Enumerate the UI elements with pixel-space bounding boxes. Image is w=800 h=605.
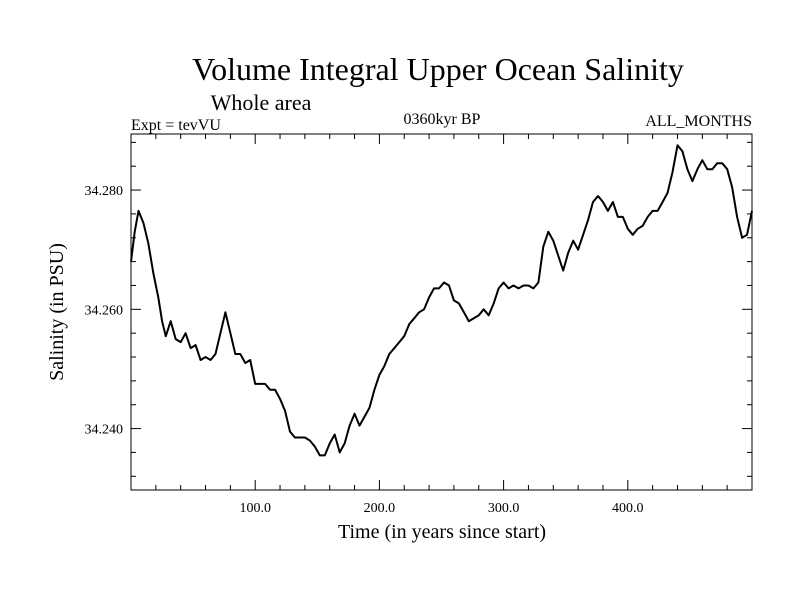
y-axis-label: Salinity (in PSU) [46,243,68,381]
salinity-series-line [130,144,753,457]
x-tick-label: 400.0 [612,501,644,516]
y-tick-label: 34.260 [85,303,124,318]
y-tick-label: 34.280 [85,184,124,199]
x-axis-ticks: 100.0 200.0 300.0 400.0 [239,134,644,516]
chart-subtitle: Whole area [211,90,312,115]
plot-frame [130,133,753,491]
series-group [130,144,753,457]
x-tick-label: 300.0 [488,501,520,516]
experiment-label: Expt = tevVU [131,117,221,134]
x-axis-label: Time (in years since start) [338,521,546,543]
x-tick-label: 200.0 [364,501,396,516]
period-label: 0360kyr BP [404,111,481,128]
x-tick-label: 100.0 [239,501,271,516]
months-label: ALL_MONTHS [645,113,752,130]
y-axis-ticks: 34.240 34.260 34.280 [85,184,752,438]
chart-title: Volume Integral Upper Ocean Salinity [192,51,684,87]
y-tick-label: 34.240 [85,423,124,438]
minor-ticks [131,134,752,490]
